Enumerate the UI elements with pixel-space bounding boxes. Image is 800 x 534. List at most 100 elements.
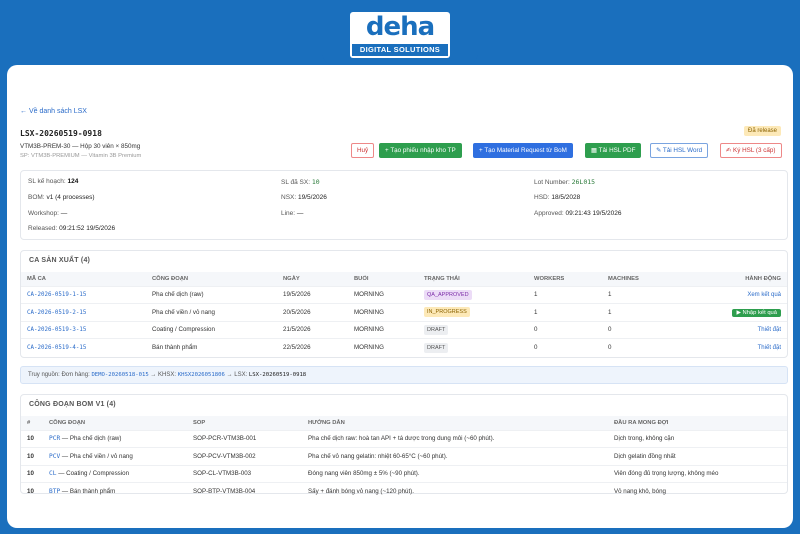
shift-date: 22/5/2026 xyxy=(277,338,348,356)
sop-code: SOP-PCR-VTM3B-001 xyxy=(187,429,302,448)
released-label: Released: xyxy=(28,225,58,232)
nsx-info: NSX: 19/5/2026 xyxy=(281,194,327,201)
trace-breadcrumb: Truy nguồn: Đơn hàng: DEMO-20260518-015 … xyxy=(20,366,788,384)
order-label: Đơn hàng: xyxy=(61,372,90,378)
approved-info: Approved: 09:21:43 19/5/2026 xyxy=(534,210,621,217)
col-guide: HƯỚNG DẪN xyxy=(302,416,608,430)
cancel-button[interactable]: Huỷ xyxy=(351,143,375,158)
trace-label: Truy nguồn: xyxy=(28,372,60,378)
bom-num: 10 xyxy=(21,447,43,465)
sign-button[interactable]: ✍ Ký HSL (3 cấp) xyxy=(720,143,782,158)
approved-label: Approved: xyxy=(534,210,564,217)
shift-code-link[interactable]: CA-2026-0519-2-15 xyxy=(27,309,87,316)
view-result-link[interactable]: Xem kết quả xyxy=(747,292,781,299)
produced-label: SL đã SX: xyxy=(281,179,311,186)
table-row: 10 PCR — Pha chế dịch (raw) SOP-PCR-VTM3… xyxy=(21,429,787,448)
hsd-info: HSD: 18/5/2028 xyxy=(534,194,580,201)
stage-code-link[interactable]: CL xyxy=(49,470,57,478)
bom-label: BOM: xyxy=(28,194,45,201)
status-badge: DRAFT xyxy=(424,324,449,335)
status-badge: IN_PROGRESS xyxy=(424,307,470,318)
plan-label: KHSX: xyxy=(158,372,177,378)
shift-workers: 1 xyxy=(528,285,602,304)
status-badge: Đã release xyxy=(744,126,782,136)
col-stage: CÔNG ĐOẠN xyxy=(146,272,277,286)
stage-code-link[interactable]: PCV xyxy=(49,452,61,460)
order-link[interactable]: DEMO-20260518-015 xyxy=(91,372,149,378)
table-row: 10 CL — Coating / Compression SOP-CL-VTM… xyxy=(21,464,787,483)
expected-output: Vỏ nang khô, bóng xyxy=(608,482,787,500)
shifts-section: CA SẢN XUẤT (4) MÃ CA CÔNG ĐOẠN NGÀY BUỔ… xyxy=(20,250,788,358)
create-material-request-button[interactable]: + Tạo Material Request từ BoM xyxy=(473,143,573,158)
lot-number: Lot Number: 26L015 xyxy=(534,178,595,186)
bom-num: 10 xyxy=(21,482,43,500)
shift-session: MORNING xyxy=(348,320,418,339)
back-to-list-link[interactable]: ← Về danh sách LSX xyxy=(20,108,87,115)
bom-value: v1 (4 processes) xyxy=(46,194,95,201)
shifts-table: MÃ CA CÔNG ĐOẠN NGÀY BUỔI TRẠNG THÁI WOR… xyxy=(21,272,787,356)
produced-qty: SL đã SX: 10 xyxy=(281,178,320,186)
current-lsx: LSX-20260519-0918 xyxy=(248,372,307,378)
download-pdf-button[interactable]: ▦ Tải HSL PDF xyxy=(585,143,642,158)
file-icon: ▦ xyxy=(591,147,599,154)
product-subtitle: VTM3B-PREM-30 — Hộp 30 viên × 850mg xyxy=(20,143,141,150)
col-num: # xyxy=(21,416,43,430)
stage-code-link[interactable]: BTP xyxy=(49,488,61,495)
download-word-label: Tải HSL Word xyxy=(662,147,703,154)
arrow-icon: → xyxy=(226,372,235,378)
shift-code-link[interactable]: CA-2026-0519-3-15 xyxy=(27,327,87,334)
lsx-label: LSX: xyxy=(234,372,248,378)
bom-info: BOM: v1 (4 processes) xyxy=(28,194,94,201)
planned-value: 124 xyxy=(67,178,79,185)
bom-num: 10 xyxy=(21,464,43,483)
workshop-info: Workshop: — xyxy=(28,210,67,217)
shift-stage: Pha chế viền / vỏ nang xyxy=(146,303,277,321)
planned-qty: SL kế hoạch: 124 xyxy=(28,178,78,185)
table-row: 10 PCV — Pha chế viền / vỏ nang SOP-PCV-… xyxy=(21,447,787,465)
pen-icon: ✍ xyxy=(726,147,734,154)
bom-header-row: # CÔNG ĐOẠN SOP HƯỚNG DẪN ĐẦU RA MONG ĐỢ… xyxy=(21,416,787,430)
shifts-title: CA SẢN XUẤT (4) xyxy=(29,257,91,264)
stage-name: — Bán thành phẩm xyxy=(61,488,116,495)
shift-date: 19/5/2026 xyxy=(277,285,348,304)
shift-code-link[interactable]: CA-2026-0519-1-15 xyxy=(27,292,87,299)
col-sop: SOP xyxy=(187,416,302,430)
guide-text: Đóng nang viên 850mg ± 5% (~90 phút). xyxy=(302,464,608,483)
product-name: SP: VTM3B-PREMIUM — Vitamin 3B Premium xyxy=(20,153,142,159)
col-date: NGÀY xyxy=(277,272,348,286)
download-word-button[interactable]: ✎ Tải HSL Word xyxy=(650,143,709,158)
setup-link[interactable]: Thiết đặt xyxy=(757,327,781,334)
line-label: Line: xyxy=(281,210,296,217)
shift-code-link[interactable]: CA-2026-0519-4-15 xyxy=(27,345,87,351)
bom-section: CÔNG ĐOẠN BOM V1 (4) # CÔNG ĐOẠN SOP HƯỚ… xyxy=(20,394,788,500)
guide-text: Pha chế dịch raw: hoà tan API + tá dược … xyxy=(302,429,608,448)
sop-code: SOP-CL-VTM3B-003 xyxy=(187,464,302,483)
lot-value: 26L015 xyxy=(571,178,596,186)
approved-value: 09:21:43 19/5/2026 xyxy=(565,210,622,217)
setup-link[interactable]: Thiết đặt xyxy=(757,345,781,351)
bom-title: CÔNG ĐOẠN BOM V1 (4) xyxy=(29,401,116,408)
create-receipt-button[interactable]: + Tạo phiếu nhập kho TP xyxy=(379,143,462,158)
expected-output: Dịch gelatin đồng nhất xyxy=(608,447,787,465)
shift-machines: 0 xyxy=(602,338,682,356)
line-info: Line: — xyxy=(281,210,303,217)
shift-workers: 0 xyxy=(528,338,602,356)
stage-code-link[interactable]: PCR xyxy=(49,435,61,443)
expected-output: Viên đóng đủ trọng lượng, không méo xyxy=(608,464,787,483)
plan-link[interactable]: KHSX2026051806 xyxy=(177,372,225,378)
table-row: CA-2026-0519-1-15 Pha chế dịch (raw) 19/… xyxy=(21,285,787,304)
document-icon: ✎ xyxy=(656,147,663,154)
shift-session: MORNING xyxy=(348,303,418,321)
col-output: ĐẦU RA MONG ĐỢI xyxy=(608,416,787,430)
col-shift-code: MÃ CA xyxy=(21,272,146,286)
shifts-header-row: MÃ CA CÔNG ĐOẠN NGÀY BUỔI TRẠNG THÁI WOR… xyxy=(21,272,787,286)
workshop-label: Workshop: xyxy=(28,210,59,217)
shift-machines: 1 xyxy=(602,285,682,304)
bom-num: 10 xyxy=(21,429,43,448)
shift-stage: Bán thành phẩm xyxy=(146,338,277,356)
hsd-label: HSD: xyxy=(534,194,550,201)
shift-session: MORNING xyxy=(348,338,418,356)
nsx-label: NSX: xyxy=(281,194,297,201)
enter-result-button[interactable]: ▶ Nhập kết quả xyxy=(732,308,781,317)
logo-word: deha xyxy=(365,12,435,42)
